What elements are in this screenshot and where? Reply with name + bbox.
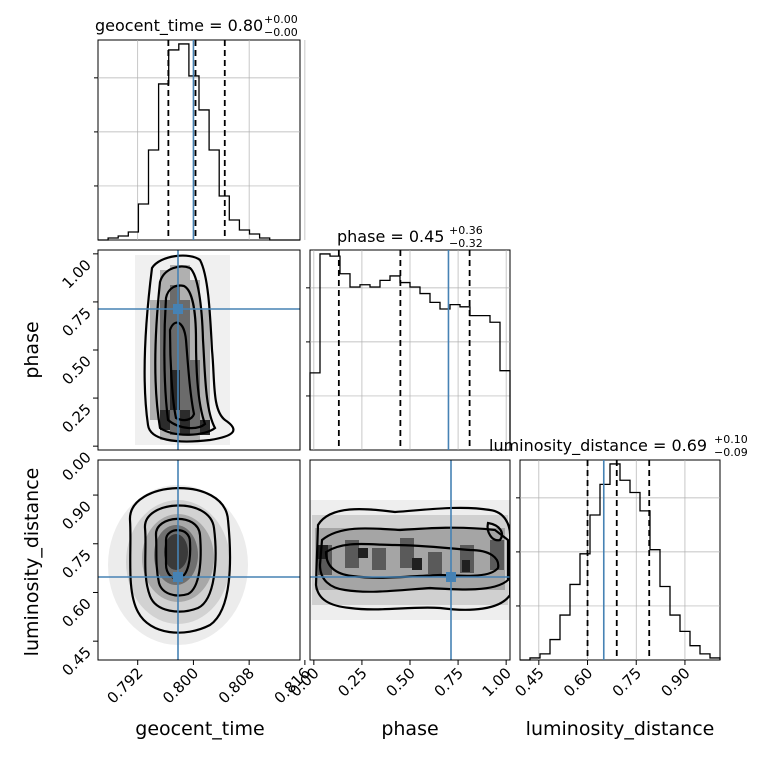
density-luminosity-distance-vs-phase [309, 459, 511, 661]
x-tick-label-2-0: 0.45 [511, 664, 547, 700]
hist-geocent-time-bars [98, 40, 306, 241]
x-tick-label-2-3: 0.90 [657, 664, 693, 700]
title-phase-plus: +0.36 [449, 224, 483, 237]
x-tick-label-2-1: 0.60 [560, 664, 596, 700]
x-tick-label-1-2: 0.50 [382, 664, 418, 700]
x-tick-label-2-2: 0.75 [609, 664, 645, 700]
hist-luminosity-distance-bars [520, 460, 721, 661]
hist-step-0 [98, 43, 300, 241]
y-tick-label-2-1: 0.60 [58, 595, 94, 631]
x-tick-label-0-1: 0.800 [159, 664, 202, 707]
title-luminosity-distance: luminosity_distance = 0.69 [489, 436, 707, 456]
ylabel-phase: phase [21, 321, 43, 378]
y-tick-label-1-1: 0.25 [58, 400, 94, 436]
hist-phase-bars [309, 250, 511, 450]
hist-step-2 [520, 463, 721, 661]
hist-geocent-time: geocent_time = 0.80 +0.00 −0.00 [95, 13, 306, 241]
xlabel-luminosity-distance: luminosity_distance [526, 718, 715, 740]
y-tick-label-1-3: 0.75 [58, 304, 94, 340]
title-phase: phase = 0.45 [337, 227, 444, 246]
title-luminosity-distance-plus: +0.10 [714, 433, 748, 446]
y-tick-label-2-0: 0.45 [58, 643, 94, 679]
x-tick-label-0-0: 0.792 [103, 664, 146, 707]
title-geocent-time-minus: −0.00 [264, 26, 298, 39]
xlabel-phase: phase [381, 718, 438, 740]
ylabel-luminosity-distance: luminosity_distance [21, 468, 43, 657]
x-tick-label-0-2: 0.808 [215, 664, 258, 707]
hist-luminosity-distance: luminosity_distance = 0.69 +0.10 −0.09 [489, 433, 748, 661]
y-tick-label-1-4: 1.00 [58, 256, 94, 292]
x-tick-label-1-4: 1.00 [479, 664, 515, 700]
density-phase-vs-geocent-time [97, 249, 301, 451]
y-tick-label-1-2: 0.50 [58, 352, 94, 388]
title-luminosity-distance-minus: −0.09 [714, 446, 748, 459]
title-geocent-time-plus: +0.00 [264, 13, 298, 26]
title-phase-minus: −0.32 [449, 237, 483, 250]
density-luminosity-distance-vs-geocent-time [97, 459, 301, 661]
y-tick-label-2-2: 0.75 [58, 546, 94, 582]
hist-step-1 [309, 253, 511, 450]
x-tick-label-1-3: 0.75 [431, 664, 467, 700]
title-geocent-time: geocent_time = 0.80 [95, 16, 263, 36]
x-tick-label-1-1: 0.25 [334, 664, 370, 700]
hist-phase: phase = 0.45 +0.36 −0.32 [309, 224, 511, 451]
y-tick-label-2-3: 0.90 [58, 497, 94, 533]
xlabel-geocent-time: geocent_time [135, 718, 264, 740]
y-tick-label-1-0: 0.00 [58, 448, 94, 484]
